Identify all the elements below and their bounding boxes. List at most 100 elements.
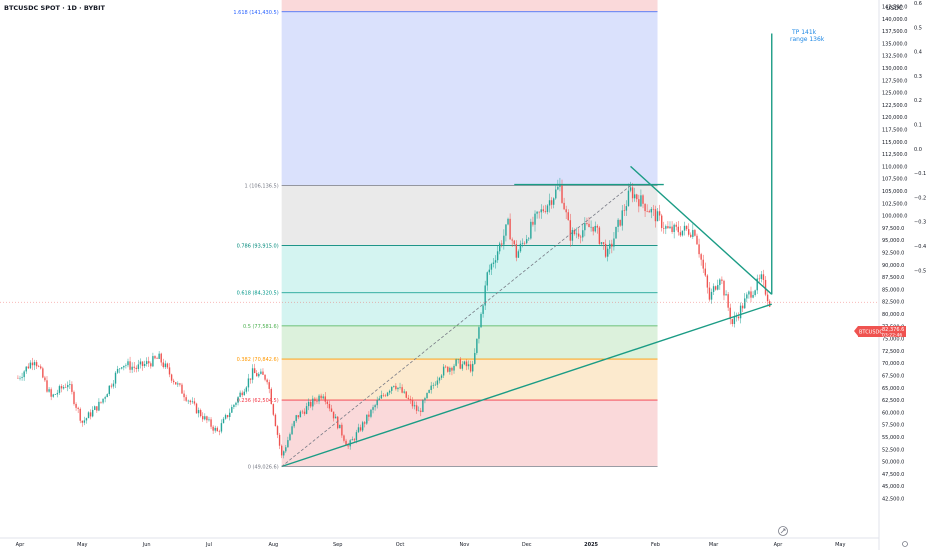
candle-43 [106, 393, 108, 398]
fib-label-2: 0.786 (93,915.0) [237, 244, 279, 250]
price-tick-38: 47,500.0 [882, 472, 904, 478]
candle-309 [658, 204, 661, 221]
candle-328 [698, 238, 700, 258]
date-tick-9: 2025 [584, 542, 598, 548]
candle-94 [212, 425, 214, 434]
candle-150 [328, 400, 331, 412]
date-tick-10: Feb [651, 542, 660, 548]
candle-64 [150, 361, 152, 369]
candle-115 [256, 370, 258, 377]
candle-350 [744, 293, 746, 309]
candle-156 [341, 422, 343, 438]
candle-154 [337, 415, 339, 430]
candle-321 [683, 221, 686, 236]
date-tick-11: Mar [709, 542, 719, 548]
date-tick-0: Apr [16, 542, 26, 548]
candle-271 [580, 234, 582, 244]
candle-292 [623, 204, 626, 216]
candle-316 [673, 223, 675, 239]
fib-label-5: 0.382 (70,842.6) [237, 357, 279, 363]
candle-327 [696, 233, 698, 245]
candle-69 [160, 352, 162, 366]
candle-169 [368, 411, 370, 421]
candle-313 [667, 221, 669, 229]
fib-zone-6 [281, 359, 658, 401]
fib-tick-11: −0.5 [914, 268, 926, 274]
candle-179 [388, 389, 391, 395]
candle-248 [532, 216, 534, 227]
candle-181 [393, 385, 395, 388]
candle-21 [60, 384, 63, 393]
price-tick-24: 82,500.0 [882, 300, 904, 306]
candle-354 [752, 291, 754, 299]
fib-label-6: 0.236 (62,504.5) [237, 398, 279, 404]
candle-296 [631, 183, 634, 203]
candle-341 [725, 290, 727, 296]
replay-icon[interactable] [778, 526, 788, 536]
candle-152 [332, 411, 335, 422]
candle-97 [218, 429, 221, 436]
candle-112 [249, 378, 252, 384]
candle-355 [754, 289, 756, 297]
candle-298 [636, 193, 638, 203]
candle-333 [708, 282, 711, 302]
candle-335 [712, 283, 715, 296]
price-tick-13: 110,000.0 [882, 164, 907, 170]
symbol-title: BTCUSDC SPOT · 1D · BYBIT [4, 4, 106, 12]
candle-277 [592, 226, 594, 236]
candle-85 [193, 397, 196, 406]
candle-46 [112, 380, 115, 389]
fib-tick-9: −0.3 [914, 220, 926, 226]
candle-291 [621, 205, 623, 231]
price-tick-15: 105,000.0 [882, 189, 907, 195]
candle-20 [58, 384, 61, 395]
candle-125 [276, 424, 279, 439]
candle-12 [42, 366, 44, 379]
price-axis[interactable]: 142,500.0 140,000.0 137,500.0 135,000.0 132,… [882, 5, 907, 503]
candle-188 [407, 394, 410, 400]
candle-53 [127, 358, 129, 368]
fib-tick-8: −0.2 [914, 195, 926, 201]
candle-141 [310, 400, 312, 409]
candle-6 [29, 360, 32, 370]
candle-288 [615, 226, 617, 239]
price-tick-5: 130,000.0 [882, 66, 907, 72]
candle-114 [253, 363, 256, 374]
candle-120 [266, 378, 268, 385]
fib-zone-4 [281, 292, 658, 326]
candle-307 [654, 205, 657, 228]
candle-89 [202, 412, 204, 422]
candle-361 [766, 290, 769, 306]
fib-tick-4: 0.2 [914, 98, 922, 104]
candle-76 [175, 382, 177, 385]
candle-70 [162, 358, 164, 369]
candle-232 [499, 241, 501, 255]
candlestick-series [17, 177, 771, 459]
time-axis[interactable]: Apr May Jun Jul Aug Sep Oct Nov Dec 2025 Feb Mar Apr… [16, 542, 846, 548]
candle-138 [303, 408, 306, 416]
candle-119 [264, 374, 266, 382]
fib-label-4: 0.5 (77,581.6) [243, 324, 279, 330]
candle-285 [609, 240, 611, 255]
candle-52 [125, 363, 127, 369]
candle-109 [243, 388, 245, 396]
price-tick-16: 102,500.0 [882, 201, 907, 207]
candle-310 [660, 213, 663, 232]
candle-189 [409, 395, 412, 404]
candle-242 [519, 240, 522, 253]
candle-129 [285, 444, 287, 453]
candle-31 [81, 420, 83, 427]
candle-56 [133, 361, 135, 373]
candle-35 [89, 409, 92, 420]
candle-359 [762, 269, 765, 286]
candle-83 [189, 399, 191, 405]
price-tick-1: 140,000.0 [882, 17, 907, 23]
candle-229 [492, 258, 495, 268]
candle-81 [185, 394, 187, 403]
candle-171 [372, 404, 374, 414]
settings-icon[interactable] [902, 541, 908, 547]
candle-49 [118, 368, 121, 374]
candle-29 [77, 406, 79, 414]
